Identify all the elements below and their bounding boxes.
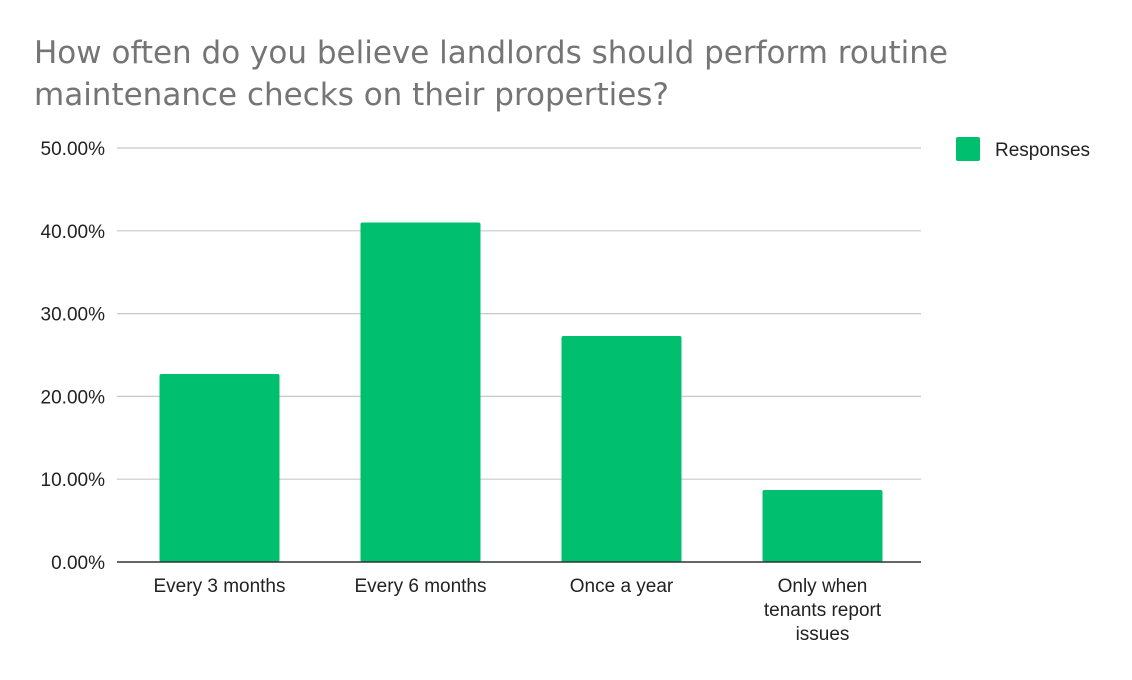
y-tick-label: 50.00% xyxy=(41,139,106,160)
y-tick-label: 30.00% xyxy=(41,305,106,326)
y-tick-label: 40.00% xyxy=(41,222,106,243)
x-category-label: Every 6 months xyxy=(355,576,487,597)
chart-title: How often do you believe landlords shoul… xyxy=(34,35,948,113)
bar xyxy=(360,222,481,562)
y-tick-label: 0.00% xyxy=(51,553,105,574)
bar xyxy=(561,335,682,562)
legend-label-responses: Responses xyxy=(995,140,1090,161)
x-category-label: Only when tenants report issues xyxy=(764,576,882,645)
y-tick-label: 10.00% xyxy=(41,470,106,491)
y-axis-ticks: 0.00% 10.00% 20.00% 30.00% 40.00% 50.00% xyxy=(41,139,106,574)
x-axis-categories: Every 3 months Every 6 months Once a year O… xyxy=(154,576,882,645)
legend: Responses xyxy=(956,137,1090,161)
x-category-label: Once a year xyxy=(570,576,674,597)
bars xyxy=(159,222,883,562)
bar xyxy=(762,489,883,562)
x-category-label: Every 3 months xyxy=(154,576,286,597)
y-tick-label: 20.00% xyxy=(41,387,106,408)
bar xyxy=(159,374,280,562)
legend-swatch-responses xyxy=(956,137,980,161)
